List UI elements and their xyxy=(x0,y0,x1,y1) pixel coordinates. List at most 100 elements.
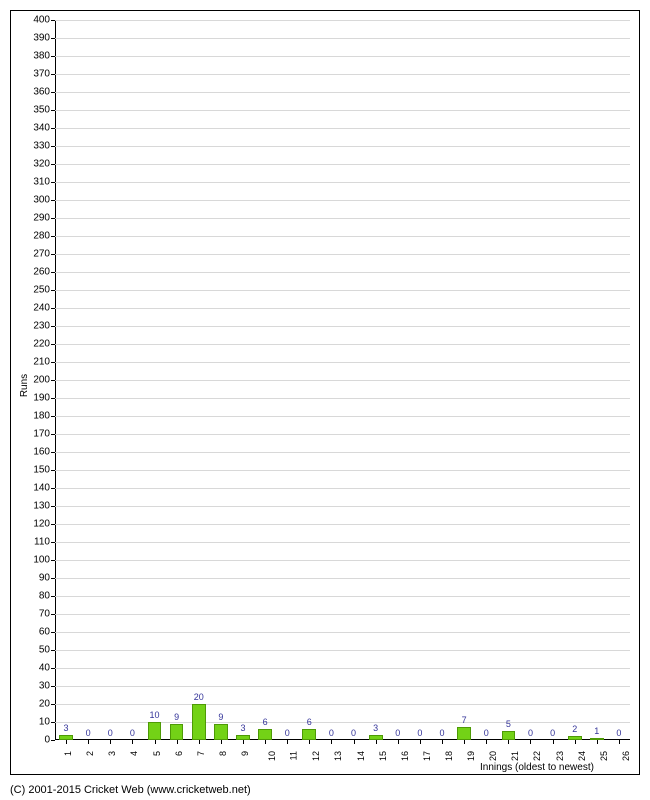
y-tick-label: 260 xyxy=(33,267,50,278)
gridline xyxy=(55,272,630,273)
bar-value-label: 0 xyxy=(329,728,334,738)
bar xyxy=(170,724,184,740)
bar-value-label: 3 xyxy=(373,723,378,733)
y-tick-label: 380 xyxy=(33,51,50,62)
y-tick xyxy=(51,74,55,75)
y-tick xyxy=(51,308,55,309)
gridline xyxy=(55,668,630,669)
gridline xyxy=(55,686,630,687)
x-tick xyxy=(575,740,576,744)
x-tick-label: 26 xyxy=(621,751,631,761)
y-tick-label: 310 xyxy=(33,177,50,188)
y-tick-label: 160 xyxy=(33,447,50,458)
gridline xyxy=(55,722,630,723)
y-tick-label: 290 xyxy=(33,213,50,224)
y-tick xyxy=(51,200,55,201)
y-tick-label: 230 xyxy=(33,321,50,332)
x-tick xyxy=(376,740,377,744)
x-tick xyxy=(221,740,222,744)
bar-value-label: 0 xyxy=(550,728,555,738)
y-tick xyxy=(51,38,55,39)
gridline xyxy=(55,146,630,147)
bar-value-label: 1 xyxy=(594,726,599,736)
x-tick xyxy=(553,740,554,744)
x-tick-label: 12 xyxy=(311,751,321,761)
y-tick xyxy=(51,434,55,435)
x-tick-label: 15 xyxy=(378,751,388,761)
bar xyxy=(502,731,516,740)
bar-value-label: 0 xyxy=(108,728,113,738)
gridline xyxy=(55,524,630,525)
y-tick xyxy=(51,506,55,507)
y-tick xyxy=(51,632,55,633)
gridline xyxy=(55,614,630,615)
y-tick xyxy=(51,290,55,291)
x-tick xyxy=(442,740,443,744)
x-tick-label: 25 xyxy=(599,751,609,761)
y-tick-label: 130 xyxy=(33,501,50,512)
x-tick xyxy=(486,740,487,744)
bar-value-label: 5 xyxy=(506,719,511,729)
gridline xyxy=(55,344,630,345)
x-tick xyxy=(132,740,133,744)
gridline xyxy=(55,488,630,489)
gridline xyxy=(55,74,630,75)
bar xyxy=(192,704,206,740)
y-tick-label: 140 xyxy=(33,483,50,494)
x-axis xyxy=(55,739,630,740)
gridline xyxy=(55,416,630,417)
y-tick-label: 70 xyxy=(39,609,50,620)
y-tick-label: 40 xyxy=(39,663,50,674)
y-tick xyxy=(51,110,55,111)
gridline xyxy=(55,92,630,93)
y-tick xyxy=(51,470,55,471)
gridline xyxy=(55,506,630,507)
y-tick xyxy=(51,398,55,399)
bar-value-label: 3 xyxy=(240,723,245,733)
bar-value-label: 0 xyxy=(417,728,422,738)
gridline xyxy=(55,290,630,291)
gridline xyxy=(55,632,630,633)
y-tick-label: 150 xyxy=(33,465,50,476)
gridline xyxy=(55,326,630,327)
x-tick-label: 13 xyxy=(333,751,343,761)
y-tick-label: 20 xyxy=(39,699,50,710)
y-tick xyxy=(51,704,55,705)
y-tick xyxy=(51,452,55,453)
y-tick-label: 240 xyxy=(33,303,50,314)
bar-value-label: 0 xyxy=(86,728,91,738)
x-tick xyxy=(66,740,67,744)
bar xyxy=(457,727,471,740)
x-tick xyxy=(508,740,509,744)
y-tick-label: 190 xyxy=(33,393,50,404)
gridline xyxy=(55,380,630,381)
gridline xyxy=(55,128,630,129)
y-tick xyxy=(51,650,55,651)
gridline xyxy=(55,704,630,705)
x-tick xyxy=(464,740,465,744)
gridline xyxy=(55,542,630,543)
x-tick xyxy=(199,740,200,744)
x-tick xyxy=(530,740,531,744)
y-tick-label: 270 xyxy=(33,249,50,260)
x-tick-label: 5 xyxy=(152,751,162,756)
gridline xyxy=(55,254,630,255)
x-tick-label: 2 xyxy=(85,751,95,756)
x-tick xyxy=(420,740,421,744)
y-tick xyxy=(51,416,55,417)
y-tick xyxy=(51,236,55,237)
gridline xyxy=(55,578,630,579)
y-tick xyxy=(51,668,55,669)
y-tick-label: 50 xyxy=(39,645,50,656)
x-tick-label: 20 xyxy=(488,751,498,761)
y-tick xyxy=(51,542,55,543)
y-tick-label: 0 xyxy=(44,735,50,746)
x-axis-title: Innings (oldest to newest) xyxy=(480,762,594,773)
y-tick xyxy=(51,740,55,741)
y-tick xyxy=(51,182,55,183)
y-tick-label: 330 xyxy=(33,141,50,152)
gridline xyxy=(55,200,630,201)
y-tick xyxy=(51,56,55,57)
y-tick xyxy=(51,344,55,345)
y-tick-label: 370 xyxy=(33,69,50,80)
